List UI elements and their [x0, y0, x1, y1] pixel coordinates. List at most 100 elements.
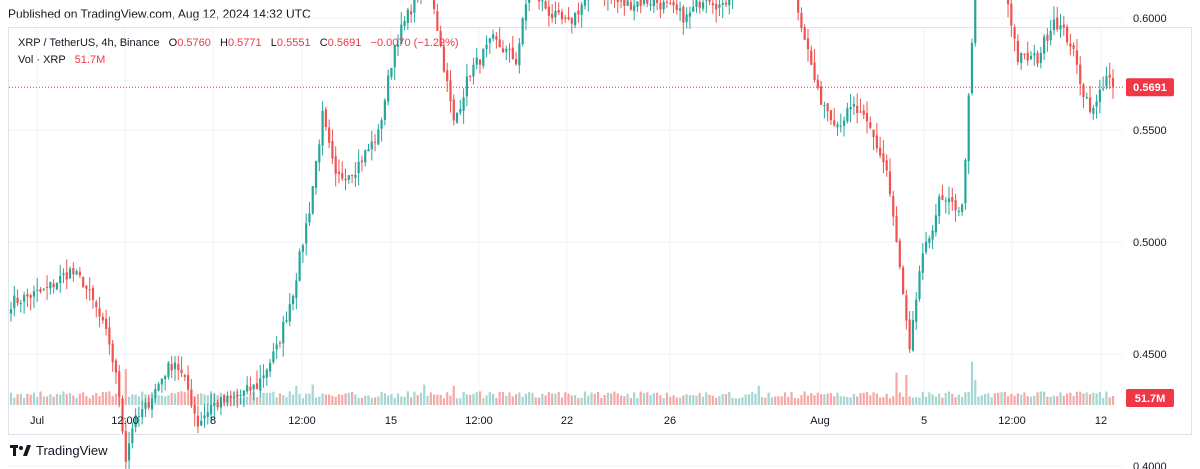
time-tick-label: 12 [1095, 415, 1107, 427]
candle-body [711, 3, 714, 6]
volume-bar [767, 392, 770, 405]
volume-bar [82, 392, 85, 405]
volume-bar [246, 396, 249, 405]
time-tick-label: 22 [561, 415, 573, 427]
candle-body [551, 14, 554, 19]
candle-body [111, 343, 114, 363]
volume-bar [1013, 395, 1016, 405]
chart-frame[interactable] [8, 27, 1192, 435]
volume-label[interactable]: Vol · XRP [18, 54, 66, 66]
candle-body [528, 0, 531, 3]
time-tick-label: 15 [385, 415, 397, 427]
volume-bar [701, 396, 705, 405]
low-value: 0.5551 [276, 37, 311, 49]
candle-body [698, 1, 701, 8]
candle-body [879, 147, 882, 156]
volume-bar [505, 395, 508, 405]
candle-body [701, 2, 705, 9]
volume-bar [1049, 396, 1052, 405]
candle-body [393, 45, 396, 68]
volume-bar [1052, 395, 1056, 405]
volume-bar [9, 392, 13, 405]
candle-body [170, 364, 173, 371]
candle-body [449, 80, 452, 102]
volume-bar [649, 394, 652, 405]
volume-bar [187, 396, 190, 405]
volume-bar [856, 396, 859, 405]
candle-body [88, 289, 91, 291]
candle-body [675, 4, 678, 11]
volume-bar [160, 395, 163, 405]
candle-body [121, 398, 124, 432]
volume-bar [134, 394, 137, 405]
candle-body [803, 27, 806, 40]
candle-body [131, 428, 134, 444]
volume-bar [1003, 391, 1006, 405]
candle-body [816, 79, 819, 88]
volume-bar [574, 395, 577, 405]
volume-bar [1092, 392, 1095, 405]
volume-bar [547, 391, 550, 405]
candle-body [1102, 88, 1105, 90]
candle-body [167, 362, 170, 377]
volume-bar [488, 392, 491, 405]
last-price-line: 0.5691 51.7M [9, 78, 1174, 407]
volume-bar [665, 392, 669, 405]
volume-bar [16, 394, 19, 405]
volume-bar [557, 392, 560, 405]
candle-body [65, 272, 68, 280]
candle-body [114, 360, 118, 373]
volume-bar [403, 396, 406, 405]
volume-bar [1036, 392, 1039, 405]
candle-body [921, 253, 924, 273]
volume-bar [600, 398, 603, 405]
volume-bar [1006, 396, 1010, 405]
candlesticks [9, 0, 1115, 469]
volume-bar [688, 395, 692, 405]
candle-body [659, 2, 662, 10]
tradingview-logo[interactable]: TradingView [10, 443, 108, 458]
candle-body [547, 6, 550, 16]
candle-body [662, 1, 665, 10]
candle-body [396, 44, 400, 47]
candle-body [1016, 40, 1019, 62]
price-tick-label: 0.4000 [1133, 461, 1167, 469]
volume-bar [587, 395, 590, 405]
candle-body [124, 431, 127, 462]
volume-bar [36, 397, 39, 405]
candle-body [413, 0, 416, 13]
volume-bar [1026, 396, 1029, 405]
volume-bar [800, 395, 803, 405]
candle-body [334, 156, 337, 174]
candle-body [492, 34, 495, 39]
volume-bar [537, 397, 541, 405]
last-volume-tag-label: 51.7M [1135, 393, 1166, 405]
volume-bar [459, 398, 462, 405]
candle-body [85, 285, 88, 289]
volume-bar [1065, 393, 1069, 405]
candle-body [32, 291, 36, 297]
candle-body [236, 394, 239, 397]
volume-bar [698, 392, 701, 405]
volume-bar [1085, 392, 1088, 405]
candle-body [442, 46, 446, 72]
volume-bar [970, 361, 974, 405]
candle-body [518, 43, 521, 66]
candle-body [1006, 0, 1010, 5]
volume-bar [770, 397, 774, 405]
volume-bar [813, 395, 816, 405]
close-value: 0.5691 [327, 37, 362, 49]
volume-bar [606, 392, 610, 405]
candle-body [820, 86, 823, 105]
volume-bar [872, 392, 875, 405]
volume-bar [931, 394, 934, 405]
price-tick-label: 0.6000 [1133, 13, 1167, 25]
candle-body [1105, 76, 1108, 87]
candle-body [459, 108, 462, 113]
candle-body [288, 304, 291, 322]
candle-body [1092, 107, 1095, 114]
symbol-label[interactable]: XRP / TetherUS, 4h, Binance [18, 37, 160, 49]
volume-bar [49, 394, 52, 405]
candle-body [721, 3, 724, 5]
